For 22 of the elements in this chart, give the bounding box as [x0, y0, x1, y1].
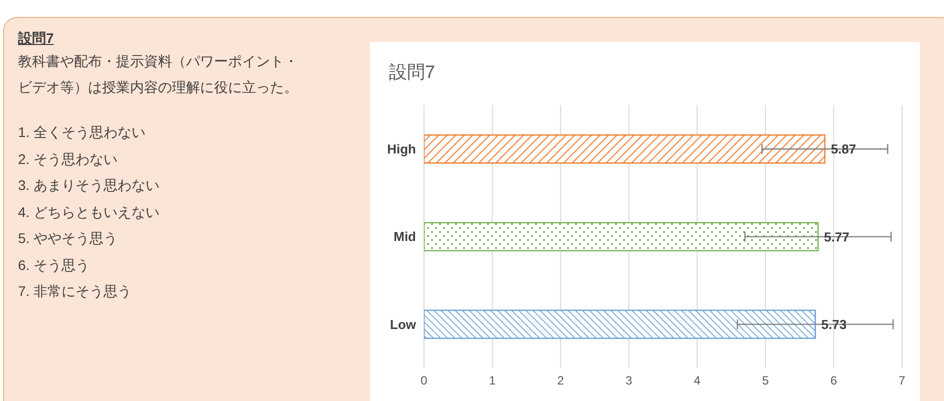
text: 7. 非常にそう思う [18, 283, 132, 301]
y-tick-label: High [387, 141, 416, 156]
text: 2. そう思わない [18, 150, 118, 168]
text: 5. ややそう思う [18, 230, 118, 248]
y-tick-label: Low [390, 316, 417, 332]
text: 教科書や配布・提示資料（パワーポイント・ [18, 53, 298, 71]
text: ビデオ等）は授業内容の理解に役に立った。 [18, 79, 298, 97]
x-tick-label: 5 [762, 374, 770, 388]
text: 1. 全くそう思わない [18, 124, 146, 142]
text: 設問7 [18, 30, 54, 48]
x-tick-label: 2 [557, 374, 564, 388]
x-tick-label: 1 [488, 374, 496, 388]
x-tick-label: 7 [898, 374, 906, 388]
x-tick-label: 4 [694, 374, 701, 388]
x-tick-label: 3 [626, 374, 633, 388]
x-tick-label: 6 [830, 374, 838, 388]
text: 4. どちらともいえない [18, 204, 160, 222]
x-tick-label: 0 [420, 374, 428, 388]
chart-title: 設問7 [389, 61, 436, 84]
text: 6. そう思う [18, 256, 90, 274]
y-tick-label: Mid [394, 229, 416, 244]
text: 3. あまりそう思わない [18, 177, 160, 195]
